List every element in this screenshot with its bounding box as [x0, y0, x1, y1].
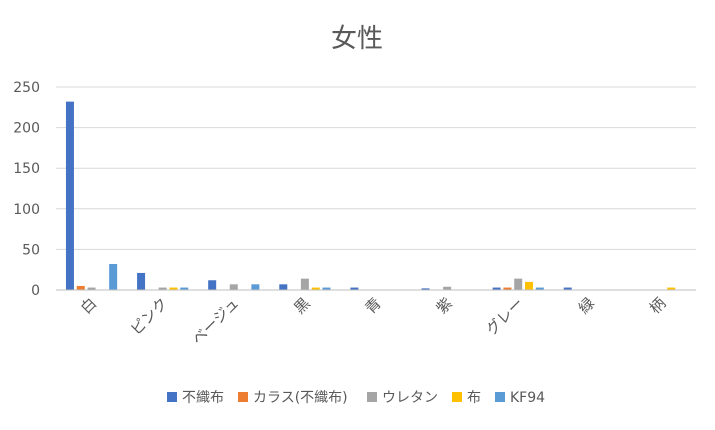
bar [208, 280, 216, 290]
legend-label: 不織布 [182, 390, 224, 406]
y-tick-label: 50 [22, 242, 40, 258]
legend-label: ウレタン [382, 390, 438, 406]
bars [66, 102, 675, 290]
legend-swatch [452, 392, 462, 402]
y-axis-tick-labels: 0 50 100 150 200 250 [13, 80, 40, 299]
bar [251, 284, 259, 290]
bar [66, 102, 74, 290]
bar [230, 284, 238, 290]
legend-item: カラス(不織布) [238, 390, 348, 406]
legend-swatch [367, 392, 377, 402]
legend-swatch [495, 392, 505, 402]
legend: 不織布 カラス(不織布) ウレタン 布 KF94 [167, 390, 545, 406]
legend-label: 布 [467, 390, 481, 406]
legend-swatch [167, 392, 177, 402]
bar [109, 264, 117, 290]
x-category-label: ベージュ [188, 294, 242, 348]
y-tick-label: 100 [13, 202, 40, 218]
bar [77, 286, 85, 290]
y-tick-label: 0 [31, 283, 40, 299]
x-category-label: グレー [482, 294, 527, 339]
bar [279, 284, 287, 290]
bar [137, 273, 145, 290]
x-category-label: 白 [77, 294, 100, 317]
legend-label: KF94 [510, 390, 545, 406]
y-tick-label: 250 [13, 80, 40, 96]
legend-item: ウレタン [367, 390, 438, 406]
x-category-label: 柄 [646, 294, 669, 317]
x-category-label: ピンク [127, 294, 172, 339]
x-category-label: 黒 [290, 294, 313, 317]
chart-title: 女性 [331, 24, 383, 54]
legend-label: カラス(不織布) [253, 390, 348, 406]
x-category-label: 緑 [575, 294, 598, 317]
x-category-label: 紫 [433, 294, 456, 317]
legend-swatch [238, 392, 248, 402]
bar [525, 282, 533, 290]
bar [514, 279, 522, 290]
gridlines [56, 87, 696, 249]
legend-item: 不織布 [167, 390, 224, 406]
y-tick-label: 150 [13, 161, 40, 177]
x-category-label: 青 [361, 294, 384, 317]
y-tick-label: 200 [13, 121, 40, 137]
legend-item: KF94 [495, 390, 545, 406]
x-axis-category-labels: 白 ピンク ベージュ 黒 青 紫 グレー 緑 柄 [77, 294, 669, 348]
bar [301, 279, 309, 290]
legend-item: 布 [452, 390, 481, 406]
